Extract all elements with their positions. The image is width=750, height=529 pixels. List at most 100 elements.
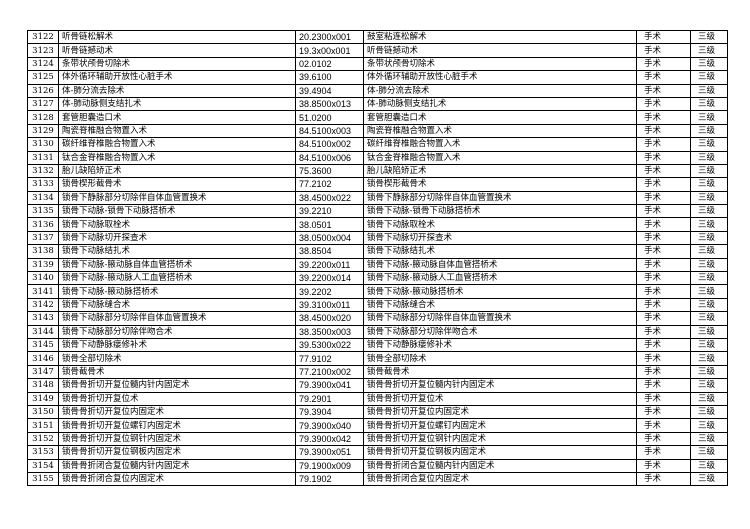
standard-name: 锁骨下动脉缝合术 (363, 297, 637, 313)
standard-name: 听骨链撼动术 (363, 43, 637, 58)
row-index: 3142 (27, 297, 59, 313)
procedure-name: 胎儿缺陷矫正术 (58, 163, 296, 179)
procedure-name: 锁骨骨折闭合复位内固定术 (58, 471, 296, 487)
procedure-code: 39.2200x014 (295, 271, 364, 286)
procedure-type: 手术 (636, 230, 691, 246)
procedure-type: 手术 (636, 177, 691, 192)
procedure-code: 77.2100x002 (295, 364, 364, 380)
procedure-level: 三级 (690, 190, 728, 206)
procedure-name: 锁骨下动脉-腋动脉人工血管搭桥术 (58, 271, 296, 286)
row-index: 3126 (27, 83, 59, 98)
table-row: 3125 体外循环辅助开放性心脏手术 39.6100 体外循环辅助开放性心脏手术 手术三… (27, 70, 728, 85)
procedure-type: 手术 (636, 163, 691, 179)
procedure-code: 79.3900x040 (295, 418, 364, 433)
procedure-level: 三级 (690, 445, 728, 460)
procedure-type: 手术 (636, 404, 691, 420)
procedure-level: 三级 (690, 404, 728, 420)
row-index: 3152 (27, 431, 59, 447)
table-row: 3140 锁骨下动脉-腋动脉人工血管搭桥术 39.2200x014 锁骨下动脉-腋动脉… (27, 271, 728, 286)
row-index: 3123 (27, 43, 59, 58)
standard-name: 套管胆囊造口术 (363, 110, 637, 125)
procedure-name: 体-肺动脉侧支结扎术 (58, 96, 296, 112)
row-index: 3135 (27, 204, 59, 219)
standard-name: 锁骨全部切除术 (363, 351, 637, 366)
table-row: 3151 锁骨骨折切开复位螺钉内固定术 79.3900x040 锁骨骨折切开复位螺钉内… (27, 418, 728, 433)
procedure-type: 手术 (636, 391, 691, 406)
table-row: 3141 锁骨下动脉-腋动脉搭桥术 39.2202 锁骨下动脉-腋动脉搭桥术 手术 三级 (27, 284, 728, 299)
table-row: 3136 锁骨下动脉取栓术 38.0501 锁骨下动脉取栓术 手术 三级 (27, 217, 728, 232)
row-index: 3130 (27, 137, 59, 152)
procedure-name: 锁骨骨折切开复位钢板内固定术 (58, 445, 296, 460)
procedure-name: 锁骨下动脉部分切除伴自体血管置换术 (58, 311, 296, 326)
standard-name: 锁骨楔形截骨术 (363, 177, 637, 192)
procedure-name: 锁骨骨折切开复位髓内针内固定术 (58, 378, 296, 393)
row-index: 3137 (27, 230, 59, 246)
table-row: 3124 条带状颅骨切除术 02.0102 条带状颅骨切除术 手术 三级 (27, 56, 728, 72)
table-row: 3139 锁骨下动脉-腋动脉自体血管搭桥术 39.2200x011 锁骨下动脉-腋动脉… (27, 257, 728, 273)
standard-name: 条带状颅骨切除术 (363, 56, 637, 72)
procedure-code: 39.3100x011 (295, 297, 364, 313)
procedure-code: 79.1900x009 (295, 458, 364, 473)
table-row: 3133 锁骨楔形截骨术 77.2102 锁骨楔形截骨术 手术 三级 (27, 177, 728, 192)
procedure-code: 79.1902 (295, 471, 364, 487)
standard-name: 锁骨下动脉结扎术 (363, 244, 637, 259)
procedure-name: 锁骨骨折切开复位内固定术 (58, 404, 296, 420)
table-row: 3145 锁骨下动静脉瘘修补术 39.5300x022 锁骨下动静脉瘘修补术 手术 三级 (27, 337, 728, 353)
procedure-name: 锁骨下动脉部分切除伴吻合术 (58, 324, 296, 339)
procedure-name: 体外循环辅助开放性心脏手术 (58, 70, 296, 85)
table-row: 3148 锁骨骨折切开复位髓内针内固定术 79.3900x041 锁骨骨折切开复位髓内… (27, 378, 728, 393)
row-index: 3147 (27, 364, 59, 380)
row-index: 3150 (27, 404, 59, 420)
procedure-code: 02.0102 (295, 56, 364, 72)
procedure-code: 39.2200x011 (295, 257, 364, 273)
procedure-code: 39.4904 (295, 83, 364, 98)
procedure-level: 三级 (690, 110, 728, 125)
procedure-name: 锁骨骨折闭合复位髓内针内固定术 (58, 458, 296, 473)
procedure-type: 手术 (636, 217, 691, 232)
row-index: 3144 (27, 324, 59, 339)
procedure-type: 手术 (636, 29, 691, 45)
row-index: 3127 (27, 96, 59, 112)
procedure-level: 三级 (690, 431, 728, 447)
standard-name: 体外循环辅助开放性心脏手术 (363, 70, 637, 85)
procedure-code: 39.5300x022 (295, 337, 364, 353)
standard-name: 锁骨下动脉取栓术 (363, 217, 637, 232)
standard-name: 锁骨骨折切开复位钢针内固定术 (363, 431, 637, 447)
procedure-type: 手术 (636, 364, 691, 380)
procedure-name: 套管胆囊造口术 (58, 110, 296, 125)
procedure-code: 39.2210 (295, 204, 364, 219)
procedure-level: 三级 (690, 70, 728, 85)
procedure-level: 三级 (690, 96, 728, 112)
procedure-type: 手术 (636, 190, 691, 206)
procedure-code: 38.4500x020 (295, 311, 364, 326)
procedure-name: 钛合金脊椎融合物置入术 (58, 150, 296, 165)
procedure-code: 38.8500x013 (295, 96, 364, 112)
procedure-name: 锁骨下动脉-腋动脉自体血管搭桥术 (58, 257, 296, 273)
table-row: 3149 锁骨骨折切开复位术 79.2901 锁骨骨折切开复位术 手术 三级 (27, 391, 728, 406)
procedure-code: 19.3x00x001 (295, 43, 364, 58)
procedure-name: 锁骨下静脉部分切除伴自体血管置换术 (58, 190, 296, 206)
procedure-type: 手术 (636, 137, 691, 152)
procedure-code: 75.3600 (295, 163, 364, 179)
row-index: 3151 (27, 418, 59, 433)
table-row: 3144 锁骨下动脉部分切除伴吻合术 38.3500x003 锁骨下动脉部分切除伴吻合… (27, 324, 728, 339)
table-row: 3134 锁骨下静脉部分切除伴自体血管置换术 38.4500x022 锁骨下静脉部分切… (27, 190, 728, 206)
row-index: 3131 (27, 150, 59, 165)
procedure-code: 39.2202 (295, 284, 364, 299)
table-row: 3138 锁骨下动脉结扎术 38.8504 锁骨下动脉结扎术 手术 三级 (27, 244, 728, 259)
standard-name: 钛合金脊椎融合物置入术 (363, 150, 637, 165)
row-index: 3136 (27, 217, 59, 232)
standard-name: 锁骨下静脉部分切除伴自体血管置换术 (363, 190, 637, 206)
procedure-type: 手术 (636, 458, 691, 473)
table-row: 3143 锁骨下动脉部分切除伴自体血管置换术 38.4500x020 锁骨下动脉部分切… (27, 311, 728, 326)
row-index: 3133 (27, 177, 59, 192)
standard-name: 锁骨下动脉-腋动脉人工血管搭桥术 (363, 271, 637, 286)
standard-name: 锁骨下动静脉瘘修补术 (363, 337, 637, 353)
row-index: 3153 (27, 445, 59, 460)
row-index: 3132 (27, 163, 59, 179)
procedure-name: 锁骨下动脉取栓术 (58, 217, 296, 232)
row-index: 3125 (27, 70, 59, 85)
procedure-code: 79.3900x051 (295, 445, 364, 460)
procedure-type: 手术 (636, 204, 691, 219)
standard-name: 陶瓷脊椎融合物置入术 (363, 123, 637, 139)
